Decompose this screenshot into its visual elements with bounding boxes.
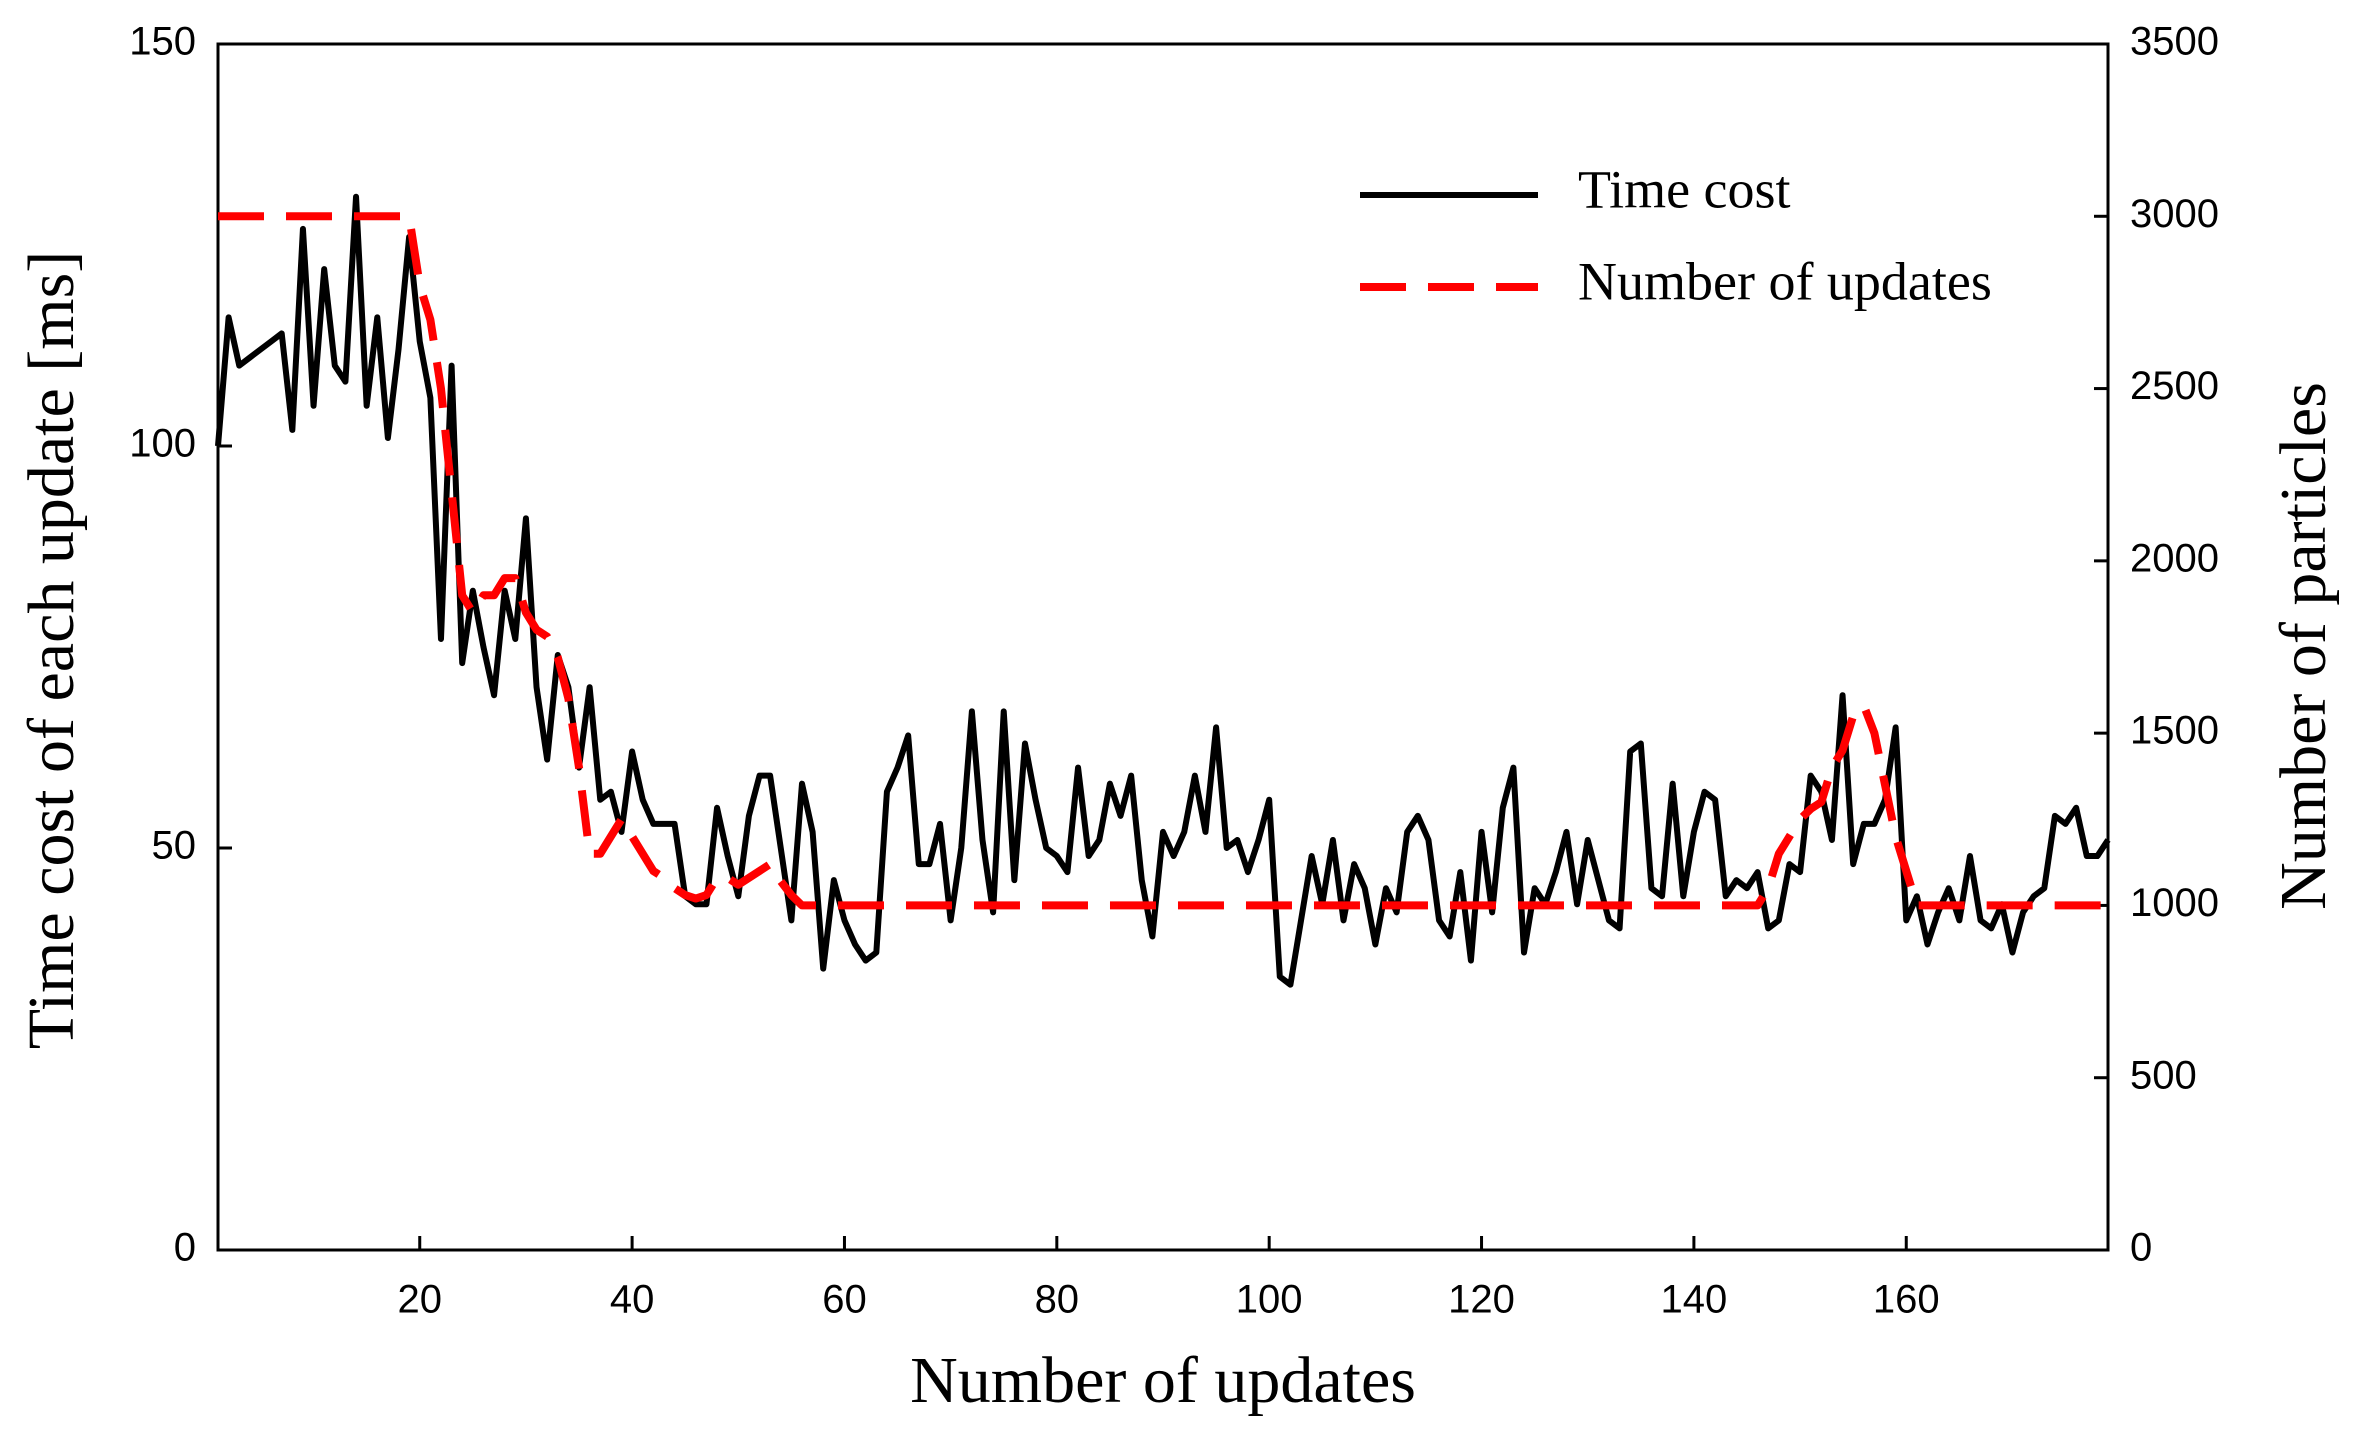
legend-label: Time cost	[1578, 159, 1791, 219]
y2-tick-label: 1000	[2130, 881, 2219, 925]
y-tick-label: 50	[152, 824, 197, 868]
x-tick-label: 140	[1661, 1278, 1728, 1322]
x-tick-label: 160	[1873, 1278, 1940, 1322]
legend-label: Number of updates	[1578, 251, 1992, 311]
y-tick-label: 150	[129, 20, 196, 64]
y2-tick-label: 2000	[2130, 536, 2219, 580]
y-tick-label: 100	[129, 422, 196, 466]
x-axis-title: Number of updates	[910, 1344, 1416, 1417]
x-tick-label: 80	[1035, 1278, 1080, 1322]
y2-tick-label: 2500	[2130, 364, 2219, 408]
y2-axis-title: Number of particles	[2267, 382, 2340, 910]
y2-tick-label: 500	[2130, 1053, 2197, 1097]
x-tick-label: 120	[1448, 1278, 1515, 1322]
x-tick-label: 60	[822, 1278, 867, 1322]
y-axis-title: Time cost of each update [ms]	[15, 251, 88, 1050]
y2-tick-label: 3000	[2130, 192, 2219, 236]
x-tick-label: 100	[1236, 1278, 1303, 1322]
y2-tick-label: 3500	[2130, 20, 2219, 64]
x-tick-label: 40	[610, 1278, 655, 1322]
plot-frame	[216, 42, 2110, 1252]
y2-tick-label: 1500	[2130, 709, 2219, 753]
x-tick-label: 20	[397, 1278, 442, 1322]
y2-tick-label: 0	[2130, 1226, 2152, 1270]
y-tick-label: 0	[174, 1226, 196, 1270]
data-line	[218, 212, 2108, 910]
